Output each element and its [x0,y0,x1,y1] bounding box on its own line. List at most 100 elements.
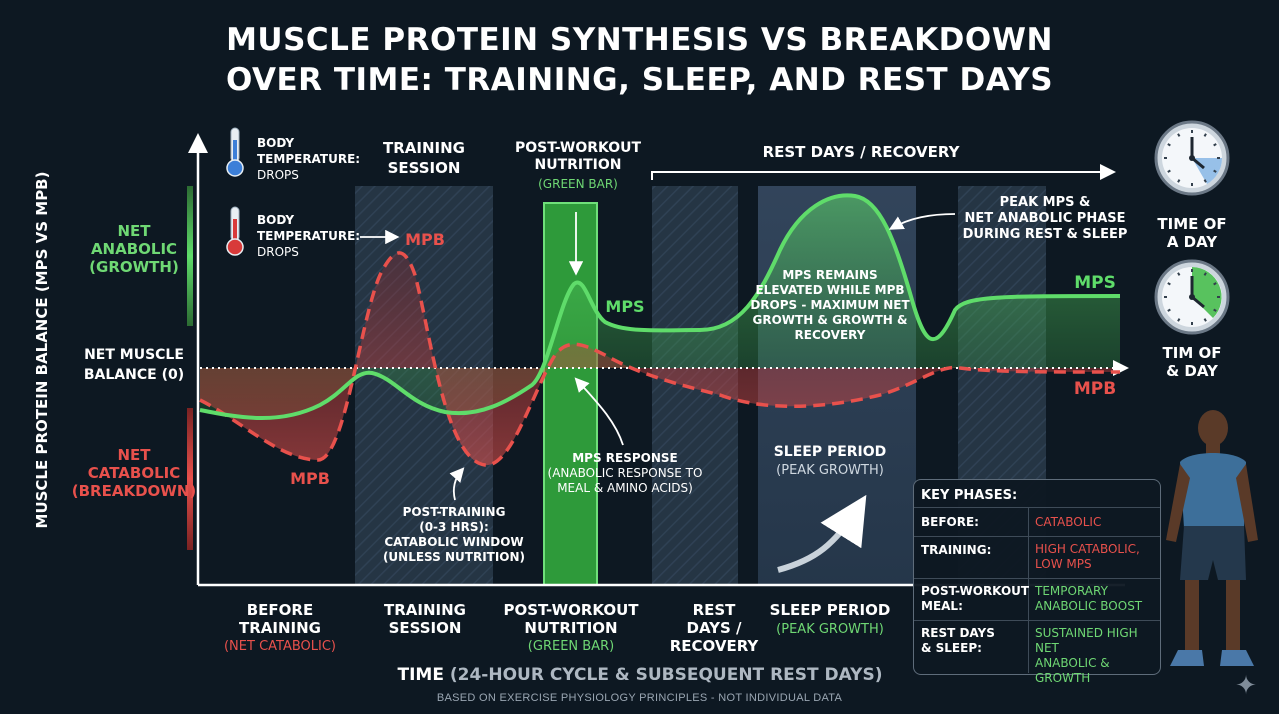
key-phase-label: BEFORE: [921,515,979,529]
mps-response-line-1: MPS RESPONSE [572,451,678,465]
clock-icon-top-pin [1189,155,1195,161]
area-catabolic [200,252,1120,466]
mpb-label-right: MPB [1074,379,1116,399]
body-temp-1-line-2: TEMPERATURE: [257,152,360,166]
rest-band-label: REST DAYS / RECOVERY [763,143,961,161]
y-bar-catabolic [187,408,193,550]
athlete-left-leg [1185,580,1199,650]
phase-label-3-sub: (GREEN BAR) [528,639,614,654]
key-phases-divider [1028,507,1029,673]
y-axis-label: MUSCLE PROTEIN BALANCE (MPS VS MPB) [33,172,51,529]
clock-icon-top-tick [1167,169,1171,173]
peak-mps-arrow [888,213,956,230]
key-phase-row: POST-WORKOUT MEAL: TEMPORARY ANABOLIC BOOST [914,578,1160,621]
rest-arrow [651,164,1116,180]
key-phase-row: TRAINING: HIGH CATABOLIC, LOW MPS [914,536,1160,579]
x-axis-label: TIME (24-HOUR CYCLE & SUBSEQUENT REST DA… [397,665,882,685]
sleep-band-sub: (PEAK GROWTH) [776,463,884,478]
thermometer-cold-icon-mercury [233,140,237,164]
band-nutrition [543,202,598,586]
zero-label-2: BALANCE (0) [84,367,184,383]
clock-label-bottom-line-2: & DAY [1166,362,1219,380]
net-anabolic-label-line-2: ANABOLIC [91,240,177,258]
clock-icon-top-tick [1203,133,1207,137]
athlete-shirt [1180,453,1246,528]
mps-elevated-note-line-1: MPS REMAINS [782,268,877,282]
thermometer-warm-icon-bulb [226,238,244,256]
key-phases-panel: KEY PHASES: BEFORE: CATABOLIC TRAINING: HIG… [913,479,1161,685]
training-band-label-line-1: TRAINING [383,139,465,157]
clock-label-bottom-line-1: TIM OF [1163,344,1222,362]
clock-icon-top-tick [1167,143,1171,147]
x-axis-label-sub: (24-HOUR CYCLE & SUBSEQUENT REST DAYS) [450,665,883,685]
key-phase-value: CATABOLIC [1035,515,1102,529]
athlete-left-arm [1166,464,1190,542]
growth-arrow [777,494,867,573]
net-anabolic-label-line-1: NET [117,222,151,240]
phase-label-1-sub: (NET CATABOLIC) [224,639,336,654]
clock-icon-bottom-tick [1203,318,1207,322]
sparkle-icon: ✦ [1235,670,1257,700]
clock-icon-bottom-arc [1192,267,1222,318]
mps-response-line-2: (ANABOLIC RESPONSE TO [548,466,703,480]
clock-icon-bottom-tick [1213,282,1217,286]
nutrition-band-sub: (GREEN BAR) [538,177,618,191]
athlete-right-shoe [1220,650,1254,666]
body-temp-2-line-1: BODY [257,213,294,227]
athlete-right-arm [1236,464,1258,542]
footnote: BASED ON EXERCISE PHYSIOLOGY PRINCIPLES … [436,692,843,704]
mps-elevated-note-line-4: GROWTH & GROWTH & [753,313,908,327]
mpb-label-before: MPB [290,469,330,488]
body-temp-1-line-3: DROPS [257,168,299,182]
phase-label-5-sub: (PEAK GROWTH) [776,622,884,637]
zero-label-1: NET MUSCLE [84,347,184,363]
clock-icon-top-tick [1213,169,1217,173]
phase-label-3-line-2: NUTRITION [524,619,617,637]
clock-icon-top-tick [1177,133,1181,137]
mpb-series-line [199,251,1121,467]
key-phase-row: BEFORE: CATABOLIC [914,507,1160,537]
mps-label-right: MPS [1074,273,1116,293]
mps-series-line [199,193,1121,420]
post-training-note-line-3: CATABOLIC WINDOW [384,535,523,549]
peak-mps-note-line-1: PEAK MPS & [1000,195,1091,210]
athlete-right-leg [1226,580,1240,650]
sleep-band-label: SLEEP PERIOD [774,444,887,460]
key-phase-label: TRAINING: [921,543,992,557]
body-temp-1-line-1: BODY [257,136,294,150]
mps-elevated-note-line-5: RECOVERY [795,328,866,342]
post-training-arrow [449,467,465,501]
key-phase-row: REST DAYS & SLEEP: SUSTAINED HIGH NET ANABO… [914,620,1160,685]
athlete-head [1198,410,1228,446]
phase-label-4-line-3: RECOVERY [670,637,760,655]
net-catabolic-label-line-3: (BREAKDOWN) [72,482,196,500]
mps-elevated-note-line-3: DROPS - MAXIMUM NET [750,298,910,312]
phase-label-2-line-1: TRAINING [384,601,466,619]
phase-label-1-line-2: TRAINING [239,619,321,637]
athlete-left-shoe [1170,650,1204,666]
mps-response-line-3: MEAL & AMINO ACIDS) [557,481,693,495]
mps-elevated-note-line-2: ELEVATED WHILE MPB [755,283,904,297]
key-phase-value: TEMPORARY ANABOLIC BOOST [1035,584,1143,613]
phase-label-1-line-1: BEFORE [247,601,313,619]
athlete-figure-icon [1166,410,1258,666]
phase-label-5-line-1: SLEEP PERIOD [770,601,891,619]
phase-label-4-line-2: DAYS / [687,619,743,637]
athlete-neck [1206,442,1220,454]
body-temp-2-line-2: TEMPERATURE: [257,229,360,243]
clock-label-top-line-2: A DAY [1167,233,1218,251]
net-catabolic-label-line-2: CATABOLIC [88,464,180,482]
athlete-shorts [1180,526,1246,580]
clock-icon-bottom-tick [1167,282,1171,286]
training-band-label-line-2: SESSION [388,159,461,177]
key-phases-title: KEY PHASES: [921,488,1018,503]
area-anabolic [200,195,1120,419]
thermometer-warm-icon-mercury [233,219,237,243]
clock-icon-bottom-tick [1213,308,1217,312]
chart-title: MUSCLE PROTEIN SYNTHESIS VS BREAKDOWN OV… [0,20,1279,100]
clock-icon-bottom-pin [1189,294,1195,300]
x-axis-label-main: TIME [397,665,449,685]
peak-mps-note-line-2: NET ANABOLIC PHASE [964,211,1125,226]
clock-icon-bottom-tick [1167,308,1171,312]
